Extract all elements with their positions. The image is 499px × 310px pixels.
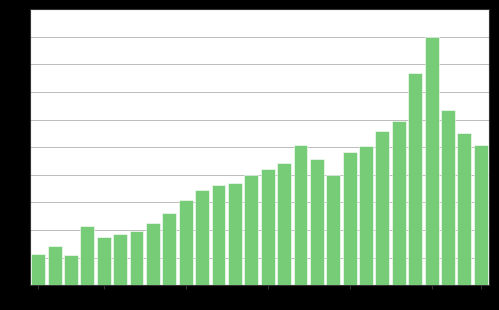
Bar [31, 254, 45, 285]
Bar [97, 237, 111, 285]
Bar [162, 214, 176, 285]
Bar [64, 255, 78, 285]
Bar [212, 185, 226, 285]
Bar [392, 121, 406, 285]
Bar [441, 110, 455, 285]
Bar [228, 183, 242, 285]
Bar [260, 169, 274, 285]
Bar [326, 175, 340, 285]
Bar [359, 146, 373, 285]
Bar [408, 73, 422, 285]
Bar [474, 145, 488, 285]
Bar [179, 200, 193, 285]
Bar [458, 134, 472, 285]
Bar [245, 175, 258, 285]
Bar [375, 131, 389, 285]
Bar [47, 246, 61, 285]
Bar [425, 37, 439, 285]
Bar [80, 226, 94, 285]
Bar [146, 224, 160, 285]
Bar [310, 159, 324, 285]
Bar [293, 145, 307, 285]
Bar [277, 163, 291, 285]
Bar [113, 234, 127, 285]
Bar [195, 190, 209, 285]
Bar [130, 231, 144, 285]
Bar [343, 152, 357, 285]
